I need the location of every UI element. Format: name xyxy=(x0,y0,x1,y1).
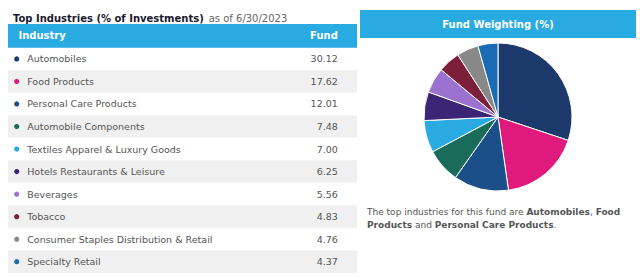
svg-text:17.62: 17.62 xyxy=(311,76,338,87)
svg-text:.: . xyxy=(554,220,557,230)
svg-text:Specialty Retail: Specialty Retail xyxy=(27,256,100,267)
svg-text:Food: Food xyxy=(596,207,624,217)
svg-text:12.01: 12.01 xyxy=(311,98,338,109)
svg-text:are: are xyxy=(509,207,526,217)
svg-text:this: this xyxy=(467,207,486,217)
svg-text:Personal Care Products: Personal Care Products xyxy=(27,98,136,109)
svg-text:Automobile Components: Automobile Components xyxy=(27,121,144,132)
svg-text:7.48: 7.48 xyxy=(317,121,338,132)
svg-text:5.56: 5.56 xyxy=(317,189,338,200)
svg-text:Automobiles: Automobiles xyxy=(27,53,86,64)
svg-text:4.37: 4.37 xyxy=(317,256,338,267)
svg-text:Personal: Personal xyxy=(435,220,482,230)
svg-text:Hotels Restaurants & Leisure: Hotels Restaurants & Leisure xyxy=(27,166,165,177)
svg-text:Textiles Apparel & Luxury Good: Textiles Apparel & Luxury Goods xyxy=(26,144,181,155)
svg-text:industries: industries xyxy=(404,207,451,217)
svg-text:7.00: 7.00 xyxy=(317,144,338,155)
svg-text:Automobiles: Automobiles xyxy=(526,207,590,217)
svg-text:fund: fund xyxy=(486,207,509,217)
svg-text:for: for xyxy=(451,207,466,217)
svg-text:Fund Weighting (%): Fund Weighting (%) xyxy=(442,19,554,30)
svg-text:Consumer Staples Distribution: Consumer Staples Distribution & Retail xyxy=(27,234,212,245)
svg-text:as of 6/30/2023: as of 6/30/2023 xyxy=(209,13,288,24)
svg-text:Products: Products xyxy=(508,220,553,230)
svg-text:Industry: Industry xyxy=(18,30,66,41)
svg-text:top: top xyxy=(387,207,405,217)
svg-text:Food Products: Food Products xyxy=(27,76,94,87)
svg-text:4.83: 4.83 xyxy=(317,211,338,222)
svg-text:Fund: Fund xyxy=(310,30,338,41)
svg-text:Top Industries (% of Investmen: Top Industries (% of Investments) xyxy=(13,13,204,24)
svg-text:and: and xyxy=(415,220,435,230)
svg-text:Care: Care xyxy=(482,220,508,230)
svg-text:4.76: 4.76 xyxy=(317,234,338,245)
svg-text:6.25: 6.25 xyxy=(317,166,338,177)
svg-text:Beverages: Beverages xyxy=(27,189,77,200)
svg-text:Tobacco: Tobacco xyxy=(26,211,65,222)
svg-text:30.12: 30.12 xyxy=(311,53,338,64)
svg-text:The: The xyxy=(366,207,387,217)
svg-text:Products: Products xyxy=(367,220,412,230)
